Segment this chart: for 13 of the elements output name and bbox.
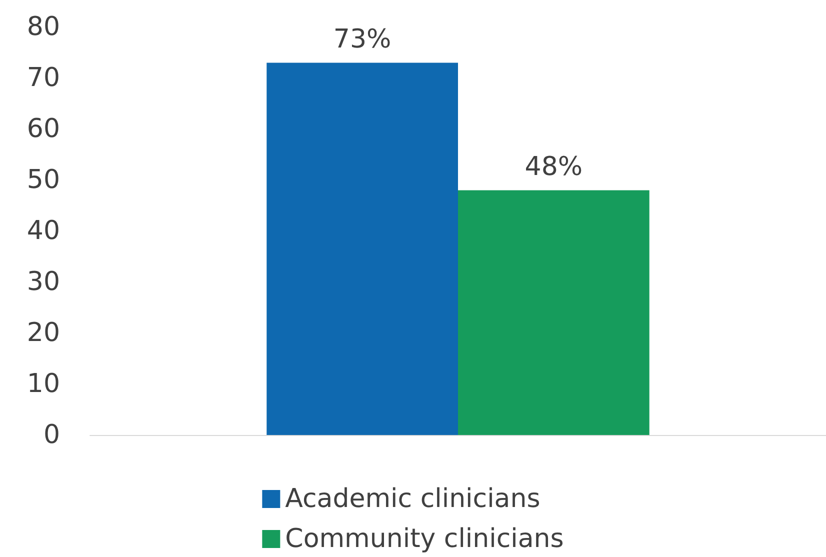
y-tick-label: 30 xyxy=(26,267,60,297)
y-tick-label: 40 xyxy=(26,216,60,246)
y-tick-label: 50 xyxy=(26,165,60,195)
y-tick-label: 60 xyxy=(26,114,60,144)
y-tick-label: 10 xyxy=(26,369,60,399)
data-label: 73% xyxy=(333,24,392,55)
y-tick-label: 20 xyxy=(26,318,60,348)
legend-label: Academic clinicians xyxy=(285,484,540,514)
data-label: 48% xyxy=(524,152,583,182)
legend-label: Community clinicians xyxy=(285,524,564,554)
y-tick-label: 70 xyxy=(26,63,60,93)
y-tick-label: 80 xyxy=(26,12,60,42)
y-tick-label: 0 xyxy=(43,420,60,450)
